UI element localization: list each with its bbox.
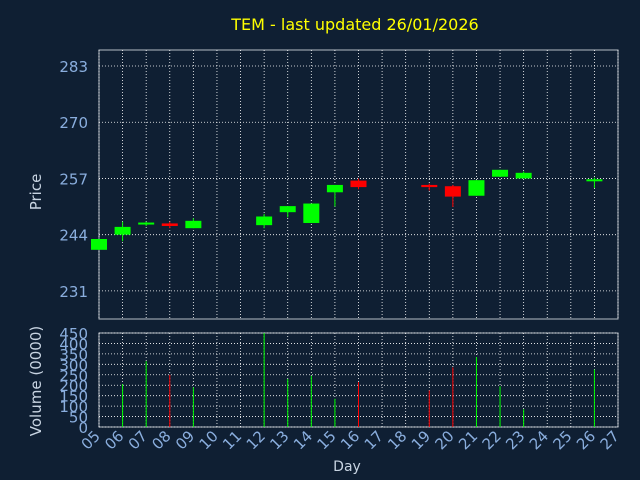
candle-body xyxy=(91,238,107,250)
price-tick-label: 244 xyxy=(59,227,88,245)
candle-12 xyxy=(256,213,273,229)
candle-body xyxy=(185,220,202,229)
price-tick-label: 231 xyxy=(59,283,88,301)
candle-body xyxy=(256,216,273,226)
price-axis-label: Price xyxy=(27,174,45,211)
candle-15 xyxy=(326,184,343,207)
candle-09 xyxy=(185,218,202,229)
chart-title: TEM - last updated 26/01/2026 xyxy=(230,15,478,34)
candle-26 xyxy=(586,177,603,188)
candle-16 xyxy=(350,178,367,190)
volume-tick-label: 300 xyxy=(59,356,88,374)
volume-tick-label: 50 xyxy=(69,409,88,427)
candle-body xyxy=(161,223,178,227)
price-panel: 231 244 257 270 283 Price xyxy=(27,49,619,320)
candle-20 xyxy=(444,184,461,207)
candle-05 xyxy=(91,238,107,250)
candle-19 xyxy=(421,183,438,191)
candle-body xyxy=(326,184,343,193)
volume-bars xyxy=(122,333,595,427)
volume-tick-label: 400 xyxy=(59,335,88,353)
volume-tick-label: 200 xyxy=(59,377,88,395)
candle-22 xyxy=(492,169,509,177)
volume-tick-label: 150 xyxy=(59,388,88,406)
candle-23 xyxy=(515,171,532,179)
volume-tick-label: 0 xyxy=(78,419,88,437)
candle-body xyxy=(114,226,131,235)
volume-axis-label: Volume (0000) xyxy=(27,326,45,436)
price-y-ticks: 231 244 257 270 283 xyxy=(59,58,88,301)
candle-body xyxy=(586,179,603,182)
volume-tick-label: 350 xyxy=(59,346,88,364)
candlesticks xyxy=(91,169,603,250)
candle-body xyxy=(350,180,367,188)
candle-06 xyxy=(114,221,131,242)
candle-13 xyxy=(279,206,296,218)
candle-body xyxy=(468,180,485,196)
candle-body xyxy=(515,172,532,179)
candle-08 xyxy=(161,221,178,229)
candle-body xyxy=(421,184,438,188)
candle-body xyxy=(279,206,296,213)
x-axis-label: Day xyxy=(333,459,361,475)
candle-body xyxy=(444,186,461,197)
volume-tick-label: 100 xyxy=(59,398,88,416)
volume-tick-label: 450 xyxy=(59,325,88,343)
candle-body xyxy=(303,203,320,223)
price-tick-label: 270 xyxy=(59,114,88,132)
volume-tick-label: 250 xyxy=(59,367,88,385)
x-tick-labels: 0506070809101112131415161718192021222324… xyxy=(78,427,623,453)
candle-body xyxy=(492,169,509,177)
candle-14 xyxy=(303,203,320,223)
candle-21 xyxy=(468,180,485,196)
candle-07 xyxy=(138,221,155,227)
price-tick-label: 283 xyxy=(59,58,88,76)
candle-body xyxy=(138,222,155,225)
price-tick-label: 257 xyxy=(59,170,88,188)
